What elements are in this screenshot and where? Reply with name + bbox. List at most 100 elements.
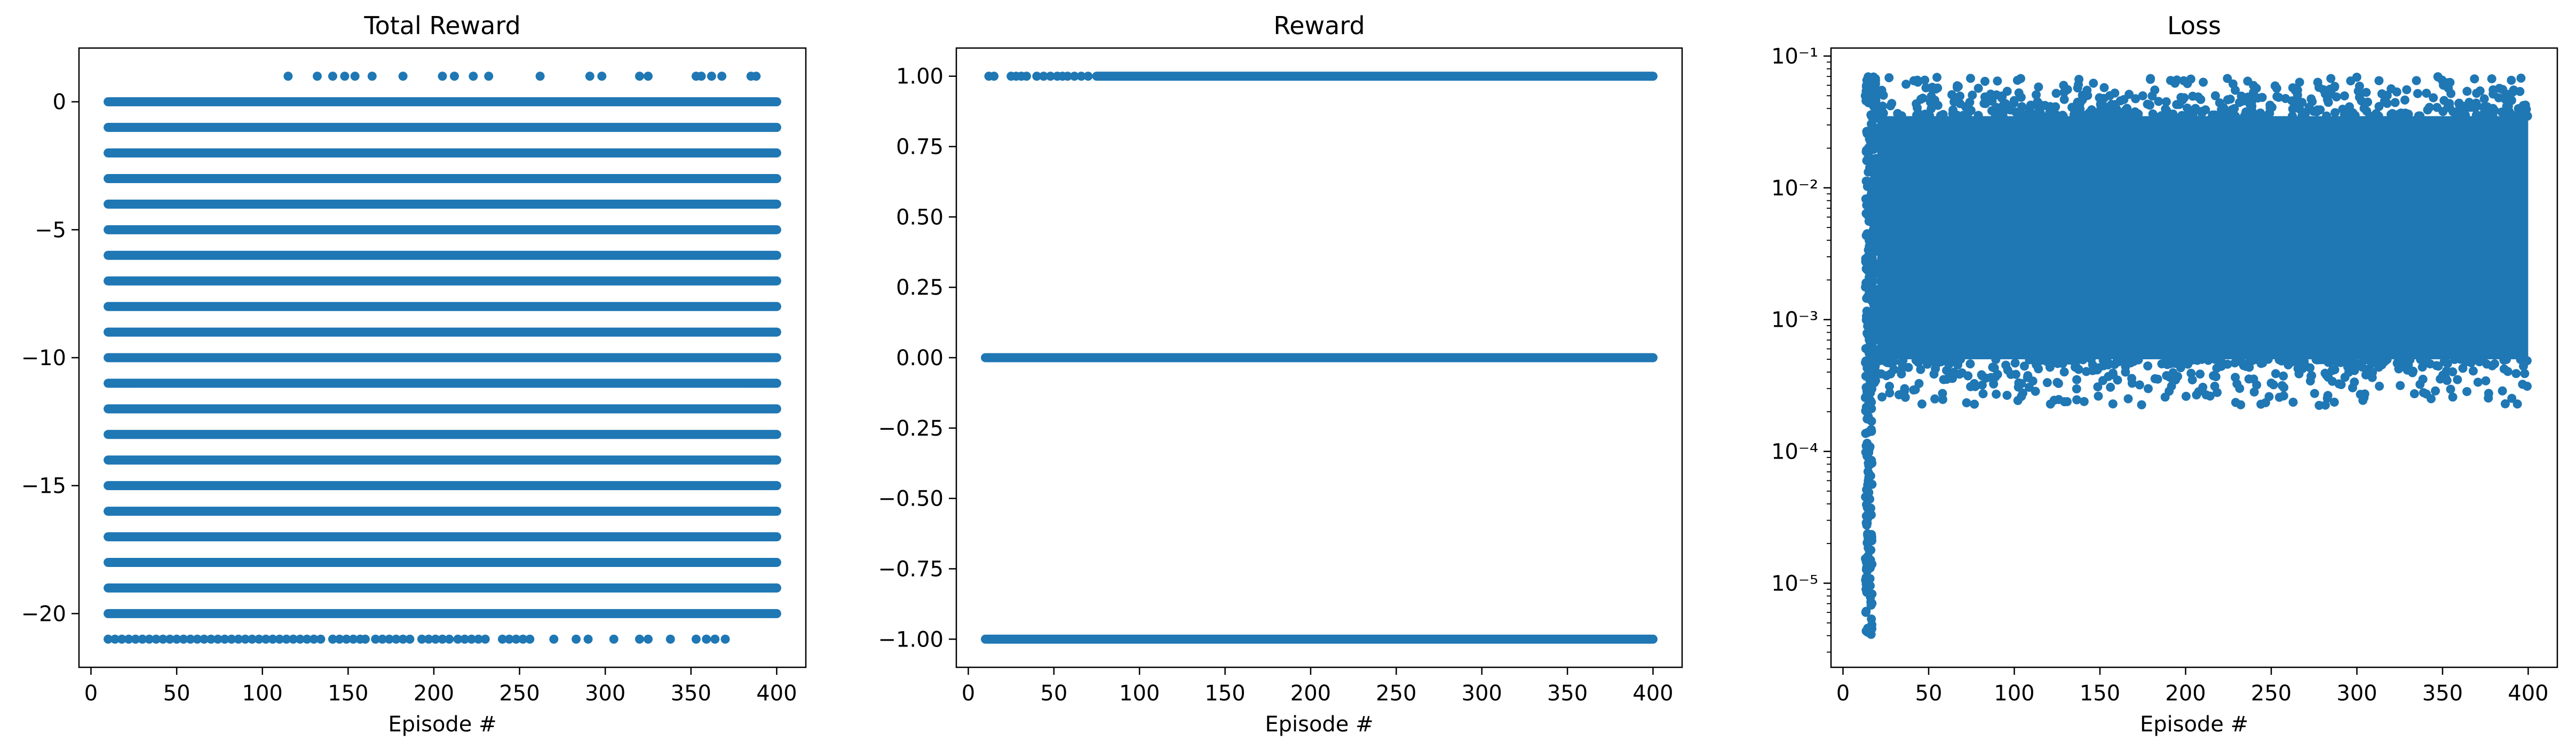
chart-title: Loss <box>2167 11 2221 40</box>
data-point <box>2053 359 2063 368</box>
data-point <box>480 634 490 644</box>
data-point <box>2168 109 2178 119</box>
data-point <box>2131 94 2141 104</box>
data-point <box>717 72 727 81</box>
x-tick-label: 250 <box>2251 681 2292 706</box>
data-point <box>989 72 999 81</box>
x-tick-label: 300 <box>585 681 625 706</box>
data-point <box>1866 396 1875 405</box>
data-point <box>2225 94 2235 104</box>
data-point <box>1887 99 1897 108</box>
data-point <box>1924 111 1934 121</box>
data-point <box>1878 101 1888 111</box>
data-point <box>2183 359 2193 369</box>
data-point <box>2209 371 2218 381</box>
data-point <box>2355 81 2364 91</box>
data-point <box>2024 382 2034 392</box>
data-point <box>2201 390 2211 400</box>
data-points-loss <box>1860 72 2532 639</box>
data-point <box>1867 295 1877 304</box>
data-point <box>1901 80 1911 89</box>
data-point <box>2335 357 2345 367</box>
data-point <box>172 634 181 644</box>
data-point <box>2313 77 2323 87</box>
data-point <box>328 72 337 81</box>
data-point <box>378 634 387 644</box>
data-point <box>110 634 120 644</box>
data-point <box>1933 83 1943 93</box>
data-point <box>1868 277 1877 286</box>
data-point <box>2002 390 2012 400</box>
x-tick-label: 150 <box>2080 681 2120 706</box>
data-point <box>316 634 326 644</box>
data-point <box>2072 384 2081 393</box>
y-tick-label: −1.00 <box>878 627 944 652</box>
data-point <box>2446 384 2455 394</box>
chart-title: Total Reward <box>363 11 520 40</box>
data-point <box>1997 103 2007 113</box>
data-point <box>2099 83 2109 92</box>
y-tick-label: −0.50 <box>878 487 944 511</box>
data-point <box>1063 72 1072 81</box>
data-point <box>2059 94 2069 104</box>
data-point <box>2017 102 2027 112</box>
x-tick-label: 300 <box>2336 681 2377 706</box>
data-point <box>2033 97 2042 107</box>
data-point <box>2287 111 2297 121</box>
data-point <box>2107 100 2117 109</box>
x-tick-label: 350 <box>671 681 711 706</box>
data-point <box>2108 370 2118 380</box>
data-point <box>2475 357 2484 367</box>
data-point <box>2188 111 2198 121</box>
data-point <box>2332 92 2341 102</box>
y-tick-label: −0.25 <box>878 416 944 441</box>
data-point <box>1872 204 1881 214</box>
data-point <box>2048 109 2058 119</box>
data-point <box>348 634 358 644</box>
data-point <box>2462 387 2472 396</box>
data-point <box>2199 77 2208 87</box>
data-point <box>2017 392 2026 401</box>
y-tick-label: −5 <box>35 218 66 242</box>
data-point <box>438 72 447 81</box>
data-point <box>2306 371 2316 381</box>
x-tick-label: 0 <box>84 681 98 706</box>
data-point <box>1868 218 1877 228</box>
data-point <box>2127 374 2137 383</box>
data-point <box>1877 392 1887 402</box>
data-point <box>2512 399 2522 409</box>
data-point <box>1921 355 1931 365</box>
data-point <box>1083 72 1093 81</box>
data-point <box>467 634 477 644</box>
data-point <box>2472 89 2482 98</box>
data-point <box>2235 384 2245 393</box>
data-point <box>572 634 581 644</box>
data-point <box>384 634 394 644</box>
x-tick-label: 400 <box>756 681 797 706</box>
data-point <box>2108 399 2118 409</box>
data-point <box>1076 72 1086 81</box>
data-point <box>405 634 415 644</box>
data-point <box>199 634 209 644</box>
data-point <box>2154 97 2163 106</box>
data-point <box>1867 254 1877 263</box>
data-point <box>2471 111 2481 120</box>
data-point <box>2516 73 2526 83</box>
data-point <box>453 634 463 644</box>
data-point <box>398 72 408 81</box>
data-point <box>2413 89 2422 98</box>
data-point <box>2191 104 2200 113</box>
data-point <box>710 634 720 644</box>
data-point <box>2138 91 2147 100</box>
data-point <box>2267 103 2277 112</box>
data-point <box>2177 111 2186 120</box>
data-point <box>309 634 319 644</box>
data-point <box>449 72 459 81</box>
data-point <box>1988 362 1998 372</box>
data-point <box>2310 389 2319 398</box>
data-point <box>2256 399 2266 409</box>
data-point <box>1866 354 1875 364</box>
data-point <box>2023 371 2033 381</box>
y-tick-label: 10⁻² <box>1771 176 1818 201</box>
data-point <box>635 634 644 644</box>
